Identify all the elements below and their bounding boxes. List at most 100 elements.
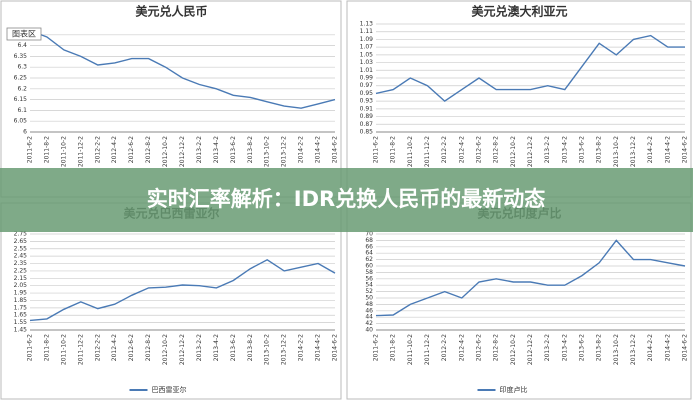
- y-tick-label: 6.15: [14, 96, 28, 103]
- y-tick-label: 2.35: [14, 260, 28, 267]
- chart-title: 美元兑人民币: [135, 4, 207, 19]
- x-tick-label: 2012-6-2: [476, 136, 483, 163]
- y-tick-label: 44: [365, 314, 373, 321]
- y-tick-label: 1.55: [14, 319, 28, 326]
- y-tick-label: 40: [365, 327, 373, 334]
- y-tick-label: 56: [365, 275, 373, 282]
- y-tick-label: 2.45: [14, 253, 28, 260]
- y-tick-label: 1.01: [360, 67, 374, 74]
- x-tick-label: 2013-8-2: [247, 334, 254, 361]
- x-tick-label: 2014-6-2: [682, 334, 689, 361]
- y-tick-label: 6.1: [17, 107, 27, 114]
- x-tick-label: 2014-2-2: [647, 136, 654, 163]
- x-tick-label: 2012-2-2: [94, 136, 101, 163]
- x-tick-label: 2013-2-2: [544, 334, 551, 361]
- x-tick-label: 2012-12-2: [527, 334, 534, 365]
- y-tick-label: 1.03: [360, 59, 374, 66]
- x-tick-label: 2013-6-2: [230, 136, 237, 163]
- x-tick-label: 2012-6-2: [128, 136, 135, 163]
- x-tick-label: 2013-10-2: [613, 136, 620, 167]
- series-line: [29, 258, 336, 322]
- x-tick-label: 2013-12-2: [630, 334, 637, 365]
- x-tick-label: 2011-6-2: [27, 136, 34, 163]
- x-tick-label: 2013-2-2: [196, 136, 203, 163]
- x-tick-label: 2011-12-2: [77, 136, 84, 167]
- x-tick-label: 2011-10-2: [60, 136, 67, 167]
- y-tick-label: 50: [365, 295, 373, 302]
- y-tick-label: 52: [365, 288, 373, 295]
- y-tick-label: 2.65: [14, 238, 28, 245]
- y-tick-label: 1.05: [360, 51, 374, 58]
- x-tick-label: 2014-6-2: [332, 334, 339, 361]
- y-tick-label: 1.95: [14, 290, 28, 297]
- x-tick-label: 2014-4-2: [315, 136, 322, 163]
- y-tick-label: 42: [365, 320, 373, 327]
- banner-title: 实时汇率解析：IDR兑换人民币的最新动态: [147, 187, 545, 211]
- y-tick-label: 64: [365, 250, 373, 257]
- y-tick-label: 48: [365, 301, 373, 308]
- x-tick-label: 2012-10-2: [510, 136, 517, 167]
- x-tick-label: 2011-12-2: [424, 136, 431, 167]
- y-tick-label: 0.87: [360, 121, 374, 128]
- y-tick-label: 54: [365, 282, 373, 289]
- x-tick-label: 2012-8-2: [145, 334, 152, 361]
- y-tick-label: 2.25: [14, 267, 28, 274]
- y-tick-label: 6.4: [17, 42, 27, 49]
- x-tick-label: 2012-4-2: [458, 136, 465, 163]
- y-tick-label: 2.75: [14, 231, 28, 238]
- y-tick-label: 1.65: [14, 312, 28, 319]
- x-tick-label: 2013-6-2: [579, 334, 586, 361]
- y-tick-label: 6.2: [17, 85, 27, 92]
- x-tick-label: 2013-4-2: [561, 136, 568, 163]
- y-tick-label: 0.97: [360, 82, 374, 89]
- y-tick-label: 1.11: [360, 28, 374, 35]
- chart-panel: [0, 0, 342, 198]
- y-tick-label: 6.05: [14, 118, 28, 125]
- x-tick-label: 2011-6-2: [27, 334, 34, 361]
- x-tick-label: 2012-12-2: [527, 136, 534, 167]
- x-tick-label: 2011-10-2: [407, 136, 414, 167]
- x-tick-label: 2011-10-2: [60, 334, 67, 365]
- y-tick-label: 1.45: [14, 327, 28, 334]
- y-tick-label: 0.99: [360, 75, 374, 82]
- y-tick-label: 0.95: [360, 90, 374, 97]
- y-tick-label: 2.05: [14, 282, 28, 289]
- x-tick-label: 2013-10-2: [264, 136, 271, 167]
- x-tick-label: 2013-4-2: [213, 334, 220, 361]
- x-tick-label: 2014-4-2: [315, 334, 322, 361]
- legend-label: 印度卢比: [500, 385, 528, 394]
- series-line: [375, 239, 686, 317]
- x-tick-label: 2012-10-2: [510, 334, 517, 365]
- x-tick-label: 2012-8-2: [493, 136, 500, 163]
- x-tick-label: 2013-4-2: [213, 136, 220, 163]
- y-tick-label: 62: [365, 256, 373, 263]
- x-tick-label: 2012-4-2: [111, 136, 118, 163]
- y-tick-label: 1.75: [14, 304, 28, 311]
- x-tick-label: 2013-10-2: [264, 334, 271, 365]
- x-tick-label: 2014-2-2: [298, 334, 305, 361]
- y-tick-label: 70: [365, 231, 373, 238]
- x-tick-label: 2013-6-2: [579, 136, 586, 163]
- y-tick-label: 6.25: [14, 75, 28, 82]
- x-tick-label: 2013-10-2: [613, 334, 620, 365]
- chart-title: 美元兑澳大利亚元: [471, 4, 567, 19]
- x-tick-label: 2012-12-2: [179, 136, 186, 167]
- x-tick-label: 2014-2-2: [647, 334, 654, 361]
- legend-label: 巴西雷亚尔: [152, 385, 187, 394]
- x-tick-label: 2013-8-2: [596, 136, 603, 163]
- x-tick-label: 2011-10-2: [407, 334, 414, 365]
- y-tick-label: 2.55: [14, 245, 28, 252]
- x-tick-label: 2012-4-2: [111, 334, 118, 361]
- x-tick-label: 2012-2-2: [441, 334, 448, 361]
- x-tick-label: 2011-8-2: [43, 334, 50, 361]
- x-tick-label: 2013-12-2: [281, 136, 288, 167]
- x-tick-label: 2012-4-2: [458, 334, 465, 361]
- y-tick-label: 0.91: [360, 105, 374, 112]
- x-tick-label: 2012-10-2: [162, 334, 169, 365]
- chart-panel: [346, 0, 692, 198]
- y-tick-label: 1.09: [360, 36, 374, 43]
- x-tick-label: 2014-2-2: [298, 136, 305, 163]
